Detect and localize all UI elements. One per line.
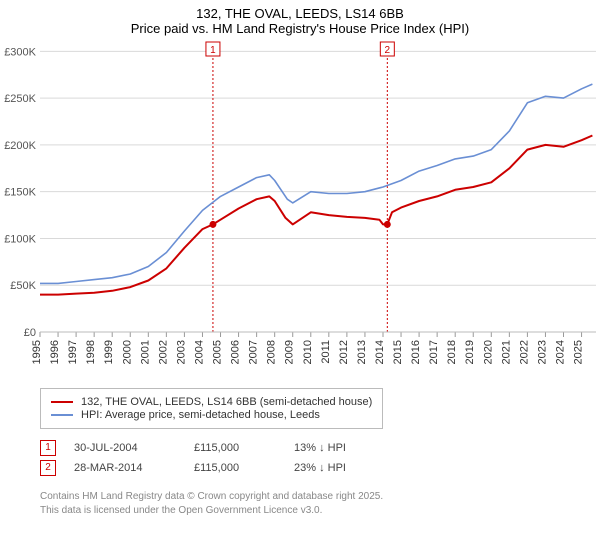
legend-label: 132, THE OVAL, LEEDS, LS14 6BB (semi-det… [81, 396, 372, 408]
sales-hpi: 23% ↓ HPI [294, 462, 414, 474]
footnote-line2: This data is licensed under the Open Gov… [40, 504, 383, 518]
x-tick-label: 2012 [338, 340, 350, 364]
legend-swatch [51, 401, 73, 403]
x-tick-label: 2003 [175, 340, 187, 364]
y-tick-label: £100K [4, 233, 36, 245]
sales-date: 28-MAR-2014 [74, 462, 194, 474]
y-tick-label: £50K [10, 280, 36, 292]
sale-dot [209, 221, 216, 228]
x-tick-label: 1998 [85, 340, 97, 364]
y-tick-label: £250K [4, 93, 36, 105]
series-hpi [40, 84, 592, 283]
y-tick-label: £150K [4, 187, 36, 199]
legend-label: HPI: Average price, semi-detached house,… [81, 409, 320, 421]
y-tick-label: £300K [4, 46, 36, 58]
x-tick-label: 2008 [266, 340, 278, 364]
footnote: Contains HM Land Registry data © Crown c… [40, 490, 383, 517]
y-tick-label: £200K [4, 140, 36, 152]
x-tick-label: 2011 [320, 340, 332, 364]
sales-price: £115,000 [194, 442, 294, 454]
sale-marker-number: 1 [210, 45, 216, 56]
x-tick-label: 2024 [555, 340, 567, 364]
x-tick-label: 2016 [410, 340, 422, 364]
x-tick-label: 2014 [374, 340, 386, 364]
x-tick-label: 2025 [573, 340, 585, 364]
x-tick-label: 2017 [428, 340, 440, 364]
sales-row: 2 28-MAR-2014£115,00023% ↓ HPI [40, 460, 414, 476]
x-tick-label: 2013 [356, 340, 368, 364]
x-tick-label: 2022 [518, 340, 530, 364]
x-tick-label: 2007 [248, 340, 260, 364]
title-line1: 132, THE OVAL, LEEDS, LS14 6BB [0, 6, 600, 21]
x-tick-label: 2018 [446, 340, 458, 364]
legend-row: 132, THE OVAL, LEEDS, LS14 6BB (semi-det… [51, 396, 372, 408]
footnote-line1: Contains HM Land Registry data © Crown c… [40, 490, 383, 504]
x-tick-label: 2010 [302, 340, 314, 364]
chart-svg: £0 £50K £100K £150K £200K £250K £300K 1995 1996 1… [0, 38, 600, 378]
sale-dot [384, 221, 391, 228]
x-tick-label: 2002 [157, 340, 169, 364]
chart-container: 132, THE OVAL, LEEDS, LS14 6BB Price pai… [0, 0, 600, 560]
legend: 132, THE OVAL, LEEDS, LS14 6BB (semi-det… [40, 388, 383, 429]
sales-date: 30-JUL-2004 [74, 442, 194, 454]
x-tick-label: 2000 [121, 340, 133, 364]
x-tick-label: 2001 [139, 340, 151, 364]
x-tick-label: 2009 [284, 340, 296, 364]
sale-marker-number: 2 [385, 45, 391, 56]
sales-marker: 1 [40, 440, 56, 456]
title-block: 132, THE OVAL, LEEDS, LS14 6BB Price pai… [0, 0, 600, 38]
x-tick-label: 2015 [392, 340, 404, 364]
x-tick-label: 1997 [67, 340, 79, 364]
sales-hpi: 13% ↓ HPI [294, 442, 414, 454]
x-tick-label: 1995 [31, 340, 43, 364]
sales-row: 1 30-JUL-2004£115,00013% ↓ HPI [40, 440, 414, 456]
x-tick-label: 2023 [536, 340, 548, 364]
y-tick-label: £0 [24, 327, 36, 339]
x-tick-label: 1996 [49, 340, 61, 364]
x-tick-label: 2020 [482, 340, 494, 364]
sales-price: £115,000 [194, 462, 294, 474]
x-tick-label: 2021 [500, 340, 512, 364]
x-tick-label: 2004 [193, 340, 205, 364]
x-tick-label: 2005 [212, 340, 224, 364]
x-tick-label: 2006 [230, 340, 242, 364]
chart-area: £0 £50K £100K £150K £200K £250K £300K 1995 1996 1… [0, 38, 600, 378]
title-line2: Price paid vs. HM Land Registry's House … [0, 21, 600, 36]
series-price_paid [40, 136, 592, 295]
legend-row: HPI: Average price, semi-detached house,… [51, 409, 372, 421]
sales-marker: 2 [40, 460, 56, 476]
x-tick-label: 1999 [103, 340, 115, 364]
x-tick-label: 2019 [464, 340, 476, 364]
sales-table: 1 30-JUL-2004£115,00013% ↓ HPI 2 28-MAR-201… [40, 436, 414, 480]
legend-swatch [51, 414, 73, 416]
